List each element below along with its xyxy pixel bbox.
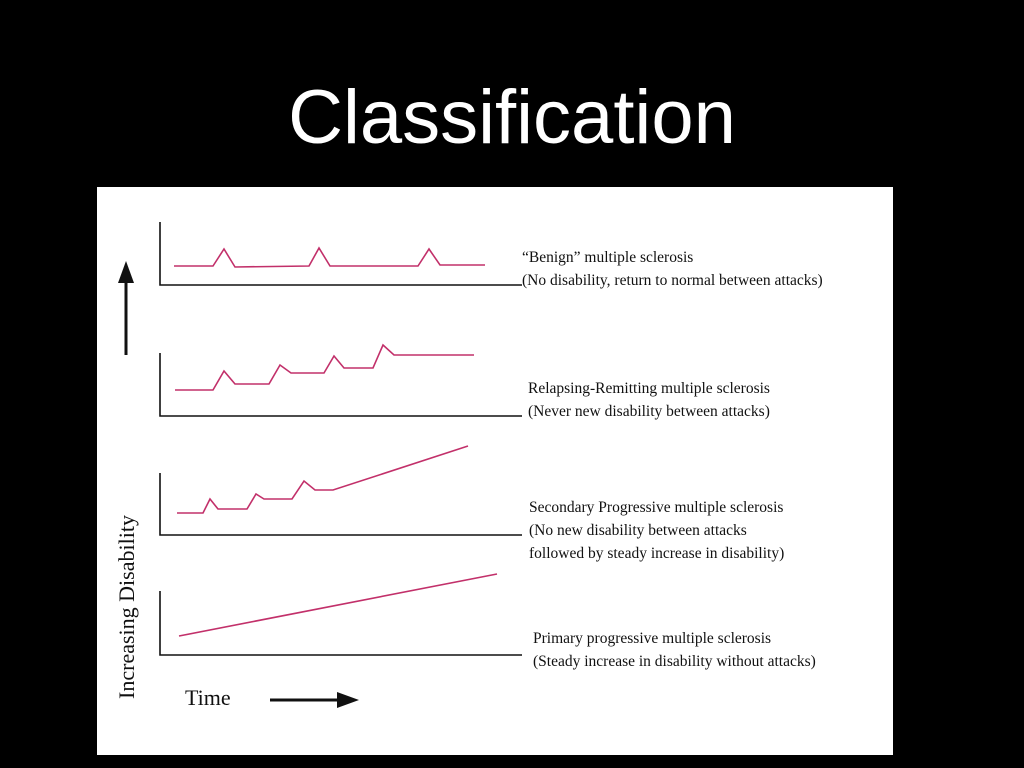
panel-primary-progressive-axes xyxy=(159,591,522,656)
panel-primary-progressive xyxy=(159,573,522,656)
caption-benign: “Benign” multiple sclerosis (No disabili… xyxy=(522,246,823,292)
y-axis-arrow xyxy=(118,261,134,355)
diagram-canvas xyxy=(118,222,522,708)
x-axis-label: Time xyxy=(185,685,231,710)
panel-relapsing-remitting xyxy=(159,343,522,417)
panel-benign-curve xyxy=(174,246,485,268)
caption-relapsing-remitting-desc: (Never new disability between attacks) xyxy=(528,403,770,420)
ms-classification-diagram: Increasing Disability Time “Benign” mult… xyxy=(97,187,893,755)
y-axis-arrow-head xyxy=(118,261,134,283)
caption-secondary-progressive-desc: (No new disability between attacks xyxy=(529,522,747,539)
caption-relapsing-remitting-title: Relapsing-Remitting multiple sclerosis xyxy=(528,380,770,397)
panel-primary-progressive-curve xyxy=(178,573,498,637)
panel-secondary-progressive xyxy=(159,445,522,536)
slide-title: Classification xyxy=(288,75,736,160)
caption-secondary-progressive-desc2: followed by steady increase in disabilit… xyxy=(529,545,785,562)
y-axis-label: Increasing Disability xyxy=(114,515,139,699)
caption-primary-progressive-title: Primary progressive multiple sclerosis xyxy=(533,630,772,647)
caption-benign-desc: (No disability, return to normal between… xyxy=(522,272,823,289)
panel-secondary-progressive-axes xyxy=(159,473,522,536)
panel-relapsing-remitting-axes xyxy=(159,353,522,417)
caption-benign-title: “Benign” multiple sclerosis xyxy=(522,249,694,266)
caption-secondary-progressive: Secondary Progressive multiple sclerosis… xyxy=(529,496,784,565)
x-axis-arrow-head xyxy=(337,692,359,708)
panel-benign-axes xyxy=(159,222,522,286)
caption-relapsing-remitting: Relapsing-Remitting multiple sclerosis (… xyxy=(528,377,770,423)
caption-primary-progressive-desc: (Steady increase in disability without a… xyxy=(533,653,816,670)
panel-secondary-progressive-curve xyxy=(177,445,469,514)
caption-primary-progressive: Primary progressive multiple sclerosis (… xyxy=(533,627,816,673)
panel-relapsing-remitting-curve xyxy=(175,343,474,391)
caption-secondary-progressive-title: Secondary Progressive multiple sclerosis xyxy=(529,499,784,516)
panel-benign xyxy=(159,222,522,286)
x-axis-arrow xyxy=(270,692,359,708)
